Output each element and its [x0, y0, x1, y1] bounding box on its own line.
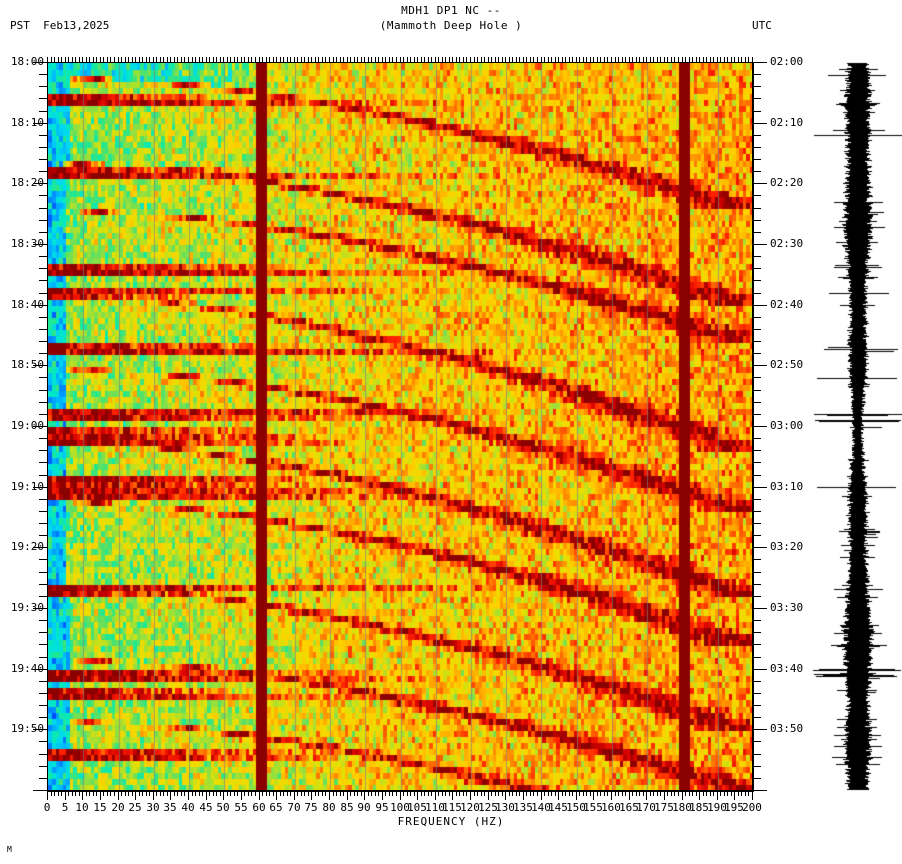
y-tick-label-right: 02:50 [770, 358, 804, 371]
x-tick-label: 30 [146, 801, 160, 814]
y-tick-label-right: 03:10 [770, 480, 804, 493]
y-tick-label-right: 03:50 [770, 722, 804, 735]
x-tick-label: 130 [495, 801, 515, 814]
station-title: MDH1 DP1 NC -- [401, 4, 501, 17]
helicorder-trace [812, 62, 902, 791]
y-tick-label-right: 02:00 [770, 55, 804, 68]
y-tick-label-left: 18:50 [10, 358, 44, 371]
y-tick-label-left: 19:20 [10, 540, 44, 553]
y-tick-label-left: 19:00 [10, 419, 44, 432]
x-tick-label: 170 [636, 801, 656, 814]
left-timezone-label: PST Feb13,2025 [10, 19, 110, 32]
y-tick-label-left: 19:50 [10, 722, 44, 735]
x-tick-label: 120 [460, 801, 480, 814]
x-tick-label: 65 [269, 801, 283, 814]
x-tick-label: 60 [252, 801, 266, 814]
x-tick-label: 10 [75, 801, 89, 814]
x-tick-label: 0 [43, 801, 51, 814]
y-tick-label-right: 02:30 [770, 237, 804, 250]
y-tick-label-right: 03:00 [770, 419, 804, 432]
x-tick-label: 140 [531, 801, 551, 814]
x-tick-label: 45 [199, 801, 213, 814]
x-tick-label: 55 [234, 801, 248, 814]
x-tick-label: 70 [287, 801, 301, 814]
y-tick-label-left: 18:20 [10, 176, 44, 189]
x-tick-label: 115 [442, 801, 462, 814]
y-tick-label-left: 19:40 [10, 662, 44, 675]
corner-mark: M [7, 845, 12, 854]
x-tick-label: 200 [742, 801, 762, 814]
x-tick-label: 5 [61, 801, 69, 814]
x-tick-label: 105 [407, 801, 427, 814]
x-axis-title: FREQUENCY (HZ) [397, 815, 505, 828]
x-tick-label: 90 [357, 801, 371, 814]
y-tick-label-left: 19:10 [10, 480, 44, 493]
y-axis-right [752, 62, 753, 791]
y-tick-label-left: 18:40 [10, 298, 44, 311]
y-tick-label-right: 03:30 [770, 601, 804, 614]
x-tick-label: 15 [93, 801, 107, 814]
x-tick-label: 150 [566, 801, 586, 814]
x-tick-label: 125 [478, 801, 498, 814]
y-tick-label-left: 19:30 [10, 601, 44, 614]
y-tick-label-right: 02:40 [770, 298, 804, 311]
x-tick-label: 75 [304, 801, 318, 814]
y-tick-label-right: 02:10 [770, 116, 804, 129]
spectrogram-plot[interactable] [47, 62, 754, 792]
x-tick-label: 20 [111, 801, 125, 814]
y-tick-label-right: 03:20 [770, 540, 804, 553]
x-tick-label: 25 [128, 801, 142, 814]
x-tick-label: 195 [724, 801, 744, 814]
x-tick-label: 135 [513, 801, 533, 814]
x-tick-label: 100 [390, 801, 410, 814]
right-timezone-label: UTC [752, 19, 772, 32]
x-tick-label: 80 [322, 801, 336, 814]
x-tick-label: 35 [163, 801, 177, 814]
x-tick-label: 85 [340, 801, 354, 814]
y-tick-label-left: 18:10 [10, 116, 44, 129]
x-tick-label: 155 [583, 801, 603, 814]
x-tick-label: 185 [689, 801, 709, 814]
x-tick-label: 40 [181, 801, 195, 814]
x-tick-label: 145 [548, 801, 568, 814]
x-tick-label: 165 [619, 801, 639, 814]
x-tick-label: 95 [375, 801, 389, 814]
y-tick-label-left: 18:00 [10, 55, 44, 68]
x-tick-label: 50 [216, 801, 230, 814]
x-axis-bottom [47, 790, 753, 791]
x-tick-label: 160 [601, 801, 621, 814]
spectrogram-canvas [48, 63, 753, 791]
station-subtitle: (Mammoth Deep Hole ) [379, 19, 523, 32]
x-axis-top [47, 62, 753, 63]
x-tick-label: 110 [425, 801, 445, 814]
y-tick-label-right: 03:40 [770, 662, 804, 675]
y-tick-label-left: 18:30 [10, 237, 44, 250]
x-tick-label: 180 [672, 801, 692, 814]
x-tick-label: 175 [654, 801, 674, 814]
y-axis-left [47, 62, 48, 791]
x-tick-label: 190 [707, 801, 727, 814]
y-tick-label-right: 02:20 [770, 176, 804, 189]
